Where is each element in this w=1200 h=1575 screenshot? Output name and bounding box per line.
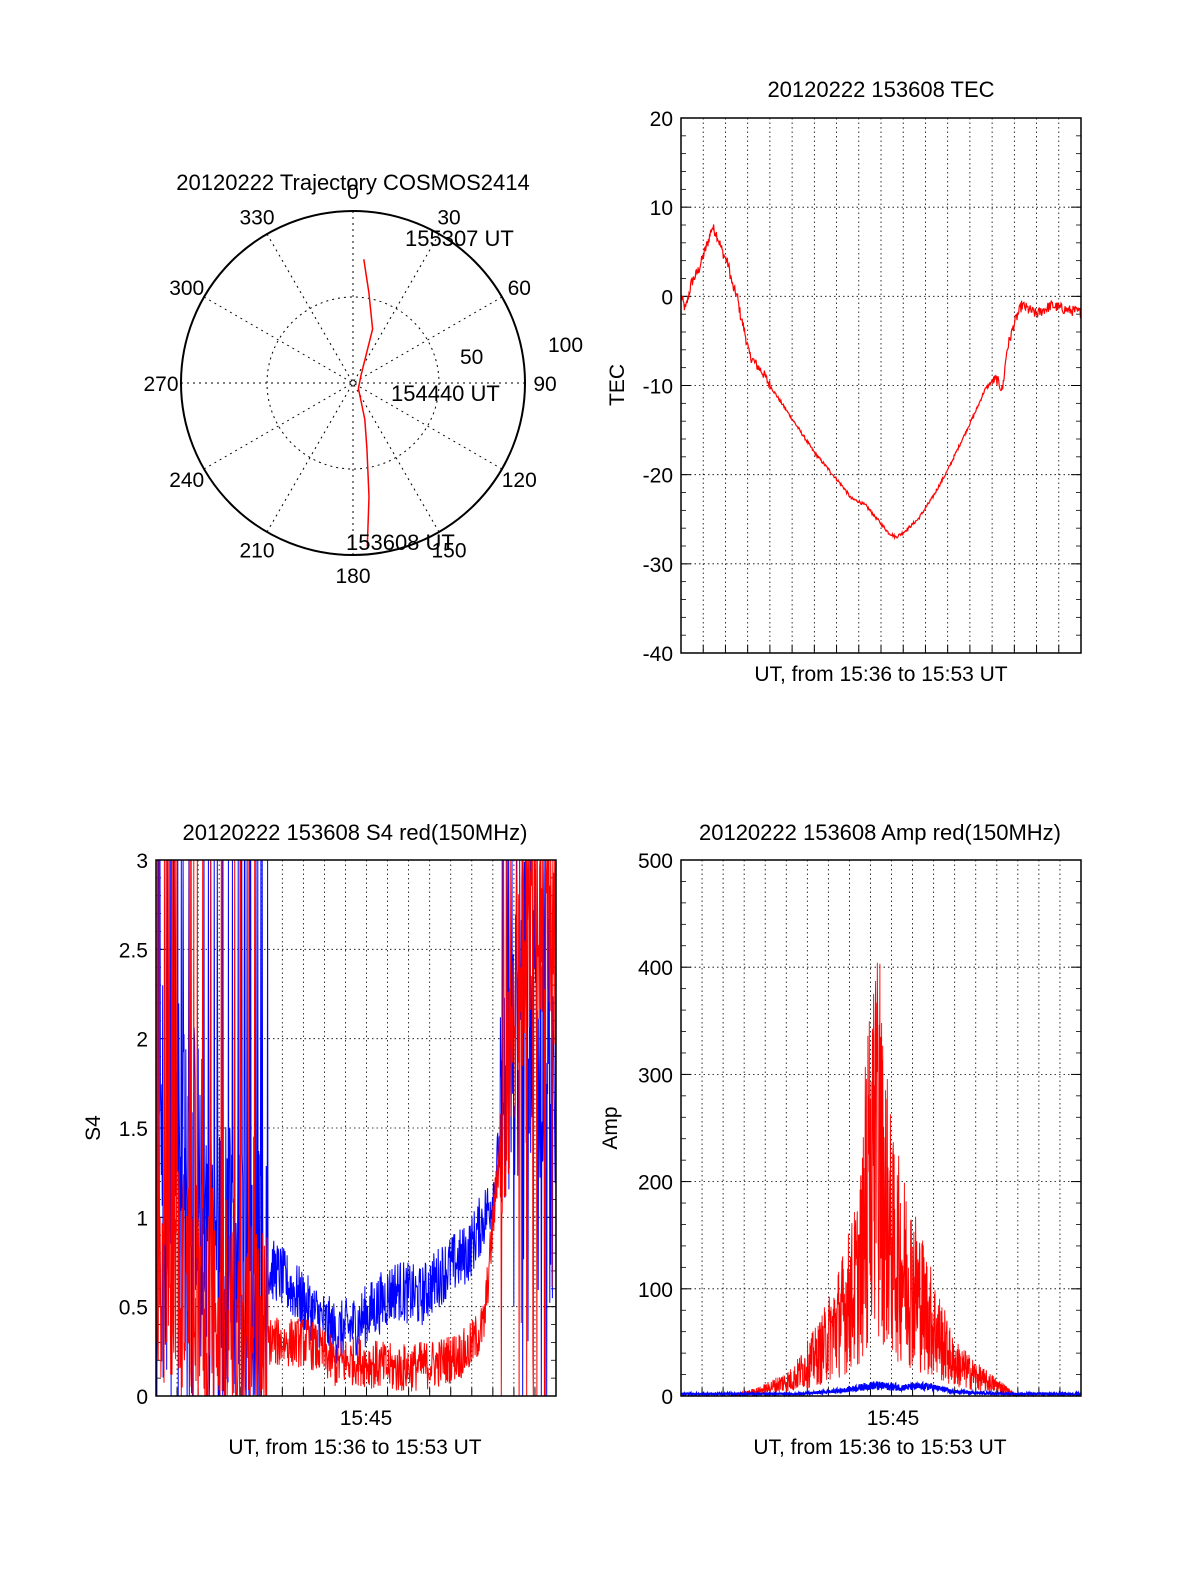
s4-y-tick-labels: 3 2.5 2 1.5 1 0.5 0: [119, 850, 148, 1409]
tec-series-line: [680, 224, 1082, 541]
y-tick-label: 400: [638, 957, 673, 980]
azimuth-label-300: 300: [169, 277, 204, 300]
y-tick-label: 300: [638, 1064, 673, 1087]
y-tick-label: 20: [650, 108, 673, 131]
tec-plot-frame: [680, 117, 1082, 654]
y-tick-label: -40: [643, 643, 673, 666]
tec-y-axis-label: TEC: [606, 364, 629, 406]
amp-series-blue: [680, 1380, 1082, 1398]
polar-panel: 20120222 Trajectory COSMOS2414 0 30 60 90 12…: [143, 170, 583, 588]
s4-panel: 20120222 153608 S4 red(150MHz) 3 2.5 2 1.5 1…: [82, 820, 557, 1459]
polar-title: 20120222 Trajectory COSMOS2414: [176, 170, 529, 195]
azimuth-label-180: 180: [335, 565, 370, 588]
tec-y-tick-labels: 20 10 0 -10 -20 -30 -40: [643, 108, 673, 666]
y-tick-label: 1: [136, 1207, 148, 1230]
y-tick-label: 0.5: [119, 1297, 148, 1320]
y-tick-label: 1.5: [119, 1118, 148, 1141]
amp-title: 20120222 153608 Amp red(150MHz): [699, 820, 1061, 845]
azimuth-label-0: 0: [347, 181, 359, 204]
polar-grid: [181, 211, 525, 555]
s4-x-tick-label: 15:45: [340, 1407, 393, 1430]
y-tick-label: -10: [643, 376, 673, 399]
amp-panel: 20120222 153608 Amp red(150MHz) 500 400 30…: [599, 820, 1082, 1459]
azimuth-label-270: 270: [143, 373, 178, 396]
amp-x-tick-label: 15:45: [867, 1407, 920, 1430]
annotation-mid-time: 154440 UT: [391, 381, 500, 406]
amp-series: [680, 962, 1082, 1398]
s4-series-red: [155, 859, 557, 1397]
y-tick-label: 0: [136, 1386, 148, 1409]
s4-title: 20120222 153608 S4 red(150MHz): [183, 820, 528, 845]
y-tick-label: 3: [136, 850, 148, 873]
azimuth-label-150: 150: [431, 539, 466, 562]
amp-series-red: [681, 962, 1081, 1398]
annotation-start-time: 153608 UT: [346, 530, 455, 555]
elevation-label-50: 50: [460, 346, 483, 369]
azimuth-label-210: 210: [239, 539, 274, 562]
y-tick-label: 2.5: [119, 939, 148, 962]
y-tick-label: 2: [136, 1029, 148, 1052]
y-tick-label: 0: [661, 1386, 673, 1409]
s4-x-axis-label: UT, from 15:36 to 15:53 UT: [228, 1436, 481, 1459]
y-tick-label: 100: [638, 1279, 673, 1302]
trajectory-line: [357, 259, 374, 547]
y-tick-label: 500: [638, 850, 673, 873]
tec-title: 20120222 153608 TEC: [767, 77, 994, 102]
y-tick-label: 10: [650, 197, 673, 220]
azimuth-label-330: 330: [239, 207, 274, 230]
tec-panel: 20120222 153608 TEC 20 10 0 -10 -20 -30 -40 TE…: [606, 77, 1082, 686]
y-tick-label: 200: [638, 1172, 673, 1195]
azimuth-label-30: 30: [437, 207, 460, 230]
annotation-end-time: 155307 UT: [405, 226, 514, 251]
y-tick-label: 0: [661, 286, 673, 309]
amp-plot-frame: [680, 859, 1082, 1397]
azimuth-label-120: 120: [502, 469, 537, 492]
azimuth-labels: 0 30 60 90 120 150 180 210 240 270 300 330: [143, 181, 556, 588]
amp-y-axis-label: Amp: [599, 1106, 622, 1149]
amp-x-axis-label: UT, from 15:36 to 15:53 UT: [753, 1436, 1006, 1459]
y-tick-label: -20: [643, 465, 673, 488]
azimuth-label-60: 60: [508, 277, 531, 300]
tec-x-axis-label: UT, from 15:36 to 15:53 UT: [754, 663, 1007, 686]
s4-y-axis-label: S4: [82, 1115, 105, 1141]
azimuth-label-240: 240: [169, 469, 204, 492]
azimuth-label-90: 90: [533, 373, 556, 396]
tec-grid: [681, 117, 1081, 654]
polar-outer-circle: [180, 210, 526, 556]
s4-plot-frame: [155, 859, 557, 1397]
amp-y-tick-labels: 500 400 300 200 100 0: [638, 850, 673, 1409]
elevation-label-100: 100: [548, 334, 583, 357]
y-tick-label: -30: [643, 554, 673, 577]
